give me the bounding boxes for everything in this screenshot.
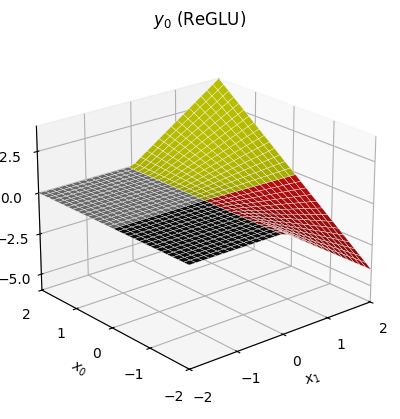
- X-axis label: $x_1$: $x_1$: [302, 370, 322, 389]
- Y-axis label: $x_0$: $x_0$: [68, 360, 89, 380]
- Title: $y_0$ (ReGLU): $y_0$ (ReGLU): [154, 9, 246, 31]
